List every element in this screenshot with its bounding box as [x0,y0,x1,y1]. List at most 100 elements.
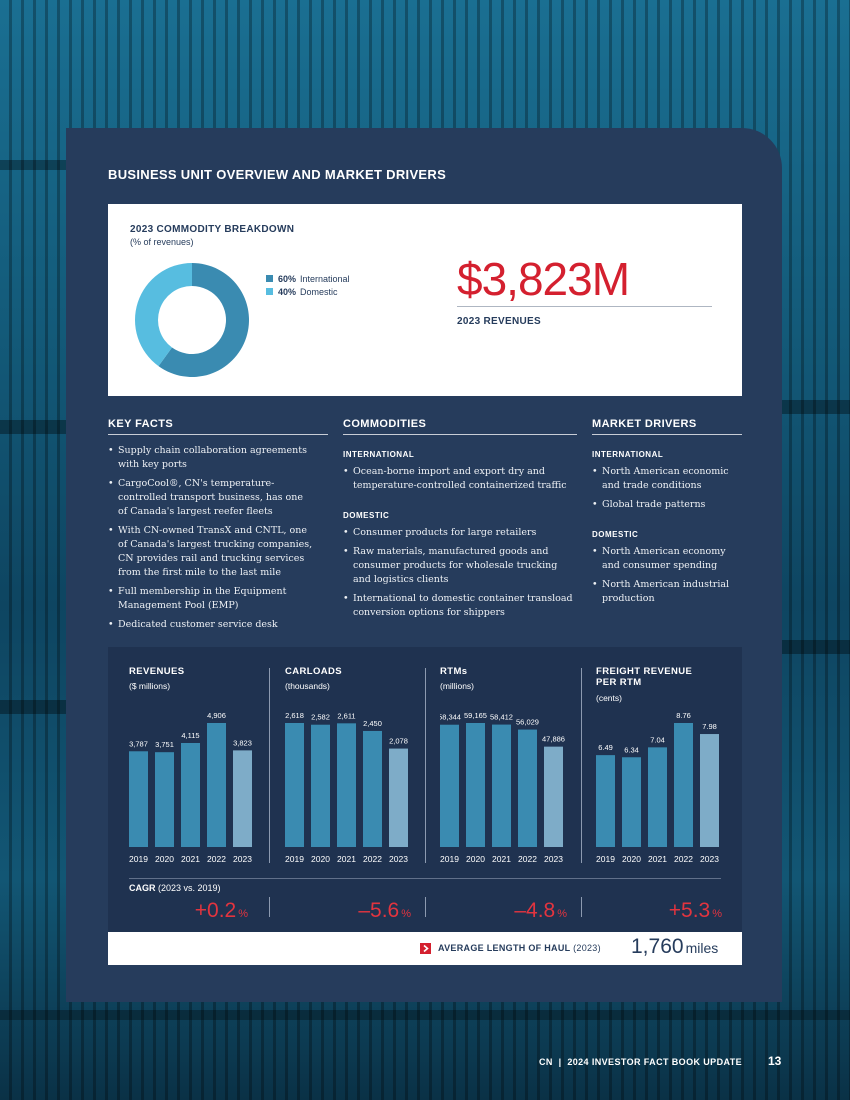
haul-number: 1,760 [631,935,684,958]
revenue-divider [457,306,712,307]
bar-value-label: 2,078 [389,737,408,746]
drivers-domestic-list: North American economy and consumer spen… [592,545,737,611]
bar-2022 [518,729,537,847]
bar-chart-plot: 6.49 2019 6.34 2020 7.04 2021 8.76 2022 7.98 2023 [596,711,719,864]
x-tick-label: 2023 [544,854,563,864]
footer-text: CN | 2024 INVESTOR FACT BOOK UPDATE [539,1057,743,1067]
cagr-separator [425,897,426,917]
cagr-title: CAGR [129,883,156,893]
key-facts-list: Supply chain collaboration agreements wi… [108,444,313,637]
x-tick-label: 2019 [596,854,615,864]
bar-2021 [337,723,356,847]
legend-name: International [300,273,350,284]
x-tick-label: 2022 [363,854,382,864]
breakdown-legend: 60% International 40% Domestic [266,272,350,298]
x-tick-label: 2020 [466,854,485,864]
commodities-international-list: Ocean-borne import and export dry and te… [343,465,573,498]
list-item: North American economy and consumer spen… [592,545,737,573]
bar-value-label: 2,611 [337,711,355,720]
bar-value-label: 3,787 [129,739,148,748]
bar-value-label: 56,029 [516,718,539,727]
cagr-unit: % [712,908,722,920]
bar-2021 [492,724,511,847]
list-item: Consumer products for large retailers [343,526,573,540]
bar-2019 [440,724,459,847]
legend-swatch-domestic [266,288,273,295]
cagr-value-revenues: +0.2% [108,899,248,923]
x-tick-label: 2019 [440,854,459,864]
revenue-value: $3,823M [457,253,630,305]
bar-chart-plot: 2,618 2019 2,582 2020 2,611 2021 2,450 2022 2,07… [285,711,408,864]
chart-unit: ($ millions) [129,681,171,691]
bar-2020 [466,723,485,847]
cagr-period: (2023 vs. 2019) [158,883,221,893]
commodities-domestic-label: DOMESTIC [343,511,390,520]
bar-2022 [363,730,382,847]
legend-name: Domestic [300,286,338,297]
commodities-international-label: INTERNATIONAL [343,450,415,459]
cagr-value-rtms: –4.8% [427,899,567,923]
list-item: Dedicated customer service desk [108,618,313,632]
chart-unit: (millions) [440,681,474,691]
list-item: Global trade patterns [592,498,737,512]
cagr-number: –5.6 [358,899,400,922]
donut-slice-domestic [135,263,192,367]
bar-value-label: 3,751 [155,740,174,749]
chart-title: FREIGHT REVENUE PER RTM [596,666,693,688]
commodities-heading: COMMODITIES [343,418,577,435]
cagr-value-freight-revenue: +5.3% [582,899,722,923]
cagr-number: –4.8 [514,899,556,922]
list-item: Ocean-borne import and export dry and te… [343,465,573,493]
bar-chart-plot: 58,344 2019 59,165 2020 58,412 2021 56,029 2022… [440,711,565,864]
section-title: BUSINESS UNIT OVERVIEW AND MARKET DRIVER… [108,167,447,182]
x-tick-label: 2020 [311,854,330,864]
x-tick-label: 2023 [233,854,252,864]
list-item: Supply chain collaboration agreements wi… [108,444,313,472]
cagr-number: +0.2 [194,899,237,922]
cagr-separator [581,897,582,917]
drivers-international-list: North American economic and trade condit… [592,465,737,517]
x-tick-label: 2021 [181,854,200,864]
cagr-number: +5.3 [668,899,711,922]
x-tick-label: 2020 [155,854,174,864]
bar-2019 [596,755,615,847]
list-item: North American industrial production [592,578,737,606]
bar-value-label: 2,582 [311,713,330,722]
haul-year: (2023) [573,943,601,953]
haul-value: 1,760 miles [631,935,718,959]
list-item: Full membership in the Equipment Managem… [108,585,313,613]
bar-value-label: 2,450 [363,719,382,728]
cagr-separator [269,897,270,917]
cagr-divider [129,878,721,879]
bar-2019 [129,751,148,847]
legend-pct: 40% [278,286,297,297]
drivers-international-label: INTERNATIONAL [592,450,664,459]
bar-2023 [544,746,563,847]
revenue-label: 2023 REVENUES [457,316,541,327]
bar-2022 [674,723,693,847]
bar-2021 [648,747,667,847]
bar-2023 [233,750,252,847]
legend-swatch-international [266,275,273,282]
commodity-donut-chart [135,263,249,377]
cagr-value-carloads: –5.6% [271,899,411,923]
bar-value-label: 3,823 [233,738,252,747]
list-item: Raw materials, manufactured goods and co… [343,545,573,587]
x-tick-label: 2022 [207,854,226,864]
key-facts-heading: KEY FACTS [108,418,328,435]
list-item: North American economic and trade condit… [592,465,737,493]
cagr-label: CAGR (2023 vs. 2019) [129,883,221,893]
commodity-breakdown-card: 2023 COMMODITY BREAKDOWN (% of revenues)… [108,204,742,396]
rtms-chart: RTMs (millions) 58,344 2019 59,165 2020 58,4… [440,647,590,877]
legend-item-domestic: 40% Domestic [266,285,350,298]
revenues-chart: REVENUES ($ millions) 3,787 2019 3,751 2020… [129,647,279,877]
legend-pct: 60% [278,273,297,284]
chart-unit: (thousands) [285,681,330,691]
chart-title: REVENUES [129,666,185,677]
bar-value-label: 47,886 [542,735,565,744]
page-number: 13 [768,1054,782,1068]
haul-title: AVERAGE LENGTH OF HAUL [438,943,571,953]
bar-value-label: 6.49 [598,743,613,752]
breakdown-title: 2023 COMMODITY BREAKDOWN [130,224,295,235]
